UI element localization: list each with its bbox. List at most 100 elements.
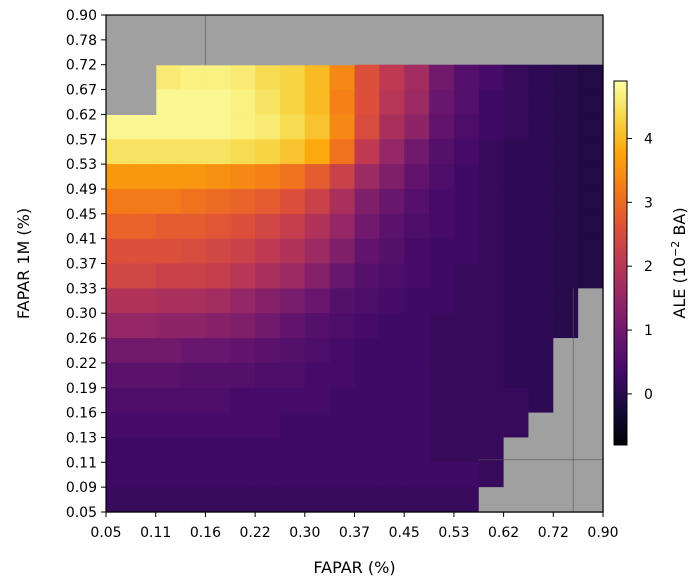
heatmap-cell bbox=[503, 362, 530, 389]
missing-cell bbox=[155, 39, 182, 66]
y-tick-label: 0.53 bbox=[66, 157, 97, 173]
heatmap-cell bbox=[205, 164, 231, 190]
heatmap-cell bbox=[429, 412, 455, 439]
heatmap-cell bbox=[205, 387, 231, 414]
missing-cell bbox=[578, 462, 604, 488]
heatmap-cell bbox=[503, 213, 530, 240]
heatmap-cell bbox=[528, 188, 554, 215]
heatmap-cell bbox=[404, 64, 430, 91]
y-tick-label: 0.62 bbox=[66, 107, 97, 123]
heatmap-cell bbox=[404, 213, 430, 240]
heatmap-cell bbox=[553, 288, 579, 314]
heatmap-cell bbox=[205, 362, 231, 389]
heatmap-cell bbox=[230, 238, 256, 265]
heatmap-cell bbox=[478, 263, 505, 289]
missing-cell bbox=[255, 39, 281, 66]
heatmap-cell bbox=[503, 89, 530, 115]
heatmap-cell bbox=[230, 313, 256, 339]
heatmap-cell bbox=[180, 387, 206, 414]
heatmap-cell bbox=[106, 462, 132, 488]
missing-cell bbox=[503, 437, 530, 463]
missing-cell bbox=[578, 412, 604, 439]
heatmap-cell bbox=[205, 338, 231, 364]
heatmap-cell bbox=[379, 288, 405, 314]
heatmap-cell bbox=[379, 487, 405, 513]
heatmap-cell bbox=[578, 164, 604, 190]
x-tick-label: 0.72 bbox=[538, 525, 569, 541]
heatmap-cell bbox=[478, 462, 505, 488]
missing-cell bbox=[528, 487, 554, 513]
heatmap-cell bbox=[155, 462, 182, 488]
heatmap-cell bbox=[130, 338, 157, 364]
heatmap-cell bbox=[255, 462, 281, 488]
heatmap-cell bbox=[404, 412, 430, 439]
heatmap-cell bbox=[130, 487, 157, 513]
heatmap-cell bbox=[553, 164, 579, 190]
heatmap-cell bbox=[578, 15, 604, 41]
missing-cell bbox=[205, 39, 231, 66]
heatmap-cell bbox=[453, 164, 480, 190]
heatmap-cell bbox=[106, 213, 132, 240]
heatmap-cell bbox=[453, 89, 480, 115]
heatmap-cell bbox=[354, 188, 380, 215]
heatmap-cell bbox=[205, 462, 231, 488]
heatmap-cell bbox=[503, 313, 530, 339]
heatmap-cell bbox=[180, 338, 206, 364]
heatmap-cell bbox=[230, 487, 256, 513]
heatmap-cell bbox=[329, 412, 356, 439]
heatmap-cell bbox=[230, 164, 256, 190]
y-tick-label: 0.16 bbox=[66, 406, 97, 422]
heatmap-cell bbox=[478, 114, 505, 140]
heatmap-cell bbox=[304, 387, 331, 414]
heatmap-cell bbox=[155, 288, 182, 314]
heatmap-cell bbox=[279, 213, 306, 240]
heatmap-cell bbox=[379, 15, 405, 41]
heatmap-cell bbox=[379, 338, 405, 364]
heatmap-cell bbox=[578, 89, 604, 115]
heatmap-cell bbox=[578, 114, 604, 140]
heatmap-cell bbox=[130, 139, 157, 165]
missing-cell bbox=[553, 437, 579, 463]
x-axis-label: FAPAR (%) bbox=[313, 558, 395, 577]
heatmap-cell bbox=[230, 437, 256, 463]
x-tick-label: 0.45 bbox=[389, 525, 420, 541]
heatmap-cell bbox=[354, 313, 380, 339]
heatmap-cell bbox=[379, 64, 405, 91]
heatmap-cell bbox=[354, 338, 380, 364]
heatmap-cell bbox=[553, 313, 579, 339]
heatmap-cell bbox=[255, 487, 281, 513]
missing-cell bbox=[478, 487, 505, 513]
heatmap-cell bbox=[429, 213, 455, 240]
x-axis-ticks: 0.05 0.11 0.16 0.22 0.30 0.37 0.45 0.53 0.62 0.72… bbox=[90, 512, 619, 541]
heatmap-cell bbox=[255, 412, 281, 439]
heatmap-cell bbox=[503, 188, 530, 215]
heatmap-cell bbox=[180, 462, 206, 488]
heatmap-cell bbox=[503, 412, 530, 439]
missing-cell bbox=[553, 487, 579, 513]
heatmap-cell bbox=[130, 238, 157, 265]
y-tick-label: 0.90 bbox=[66, 8, 97, 24]
heatmap-cell bbox=[429, 164, 455, 190]
heatmap-cell bbox=[255, 437, 281, 463]
heatmap-cell bbox=[379, 164, 405, 190]
heatmap-cell bbox=[230, 188, 256, 215]
heatmap-cell bbox=[404, 313, 430, 339]
heatmap-cell bbox=[155, 487, 182, 513]
heatmap-cell bbox=[279, 89, 306, 115]
heatmap-cell bbox=[528, 139, 554, 165]
missing-cell bbox=[106, 89, 132, 115]
heatmap-cell bbox=[230, 114, 256, 140]
heatmap-cell bbox=[453, 114, 480, 140]
heatmap-cell bbox=[230, 89, 256, 115]
heatmap-cell bbox=[106, 313, 132, 339]
heatmap-cell bbox=[379, 412, 405, 439]
heatmap-cell bbox=[453, 338, 480, 364]
heatmap-cell bbox=[304, 188, 331, 215]
missing-cell bbox=[503, 462, 530, 488]
heatmap-cell bbox=[130, 362, 157, 389]
missing-cell bbox=[528, 412, 554, 439]
heatmap-cell bbox=[354, 263, 380, 289]
heatmap-cell bbox=[478, 288, 505, 314]
missing-cell bbox=[255, 15, 281, 41]
heatmap-cell bbox=[528, 15, 554, 41]
